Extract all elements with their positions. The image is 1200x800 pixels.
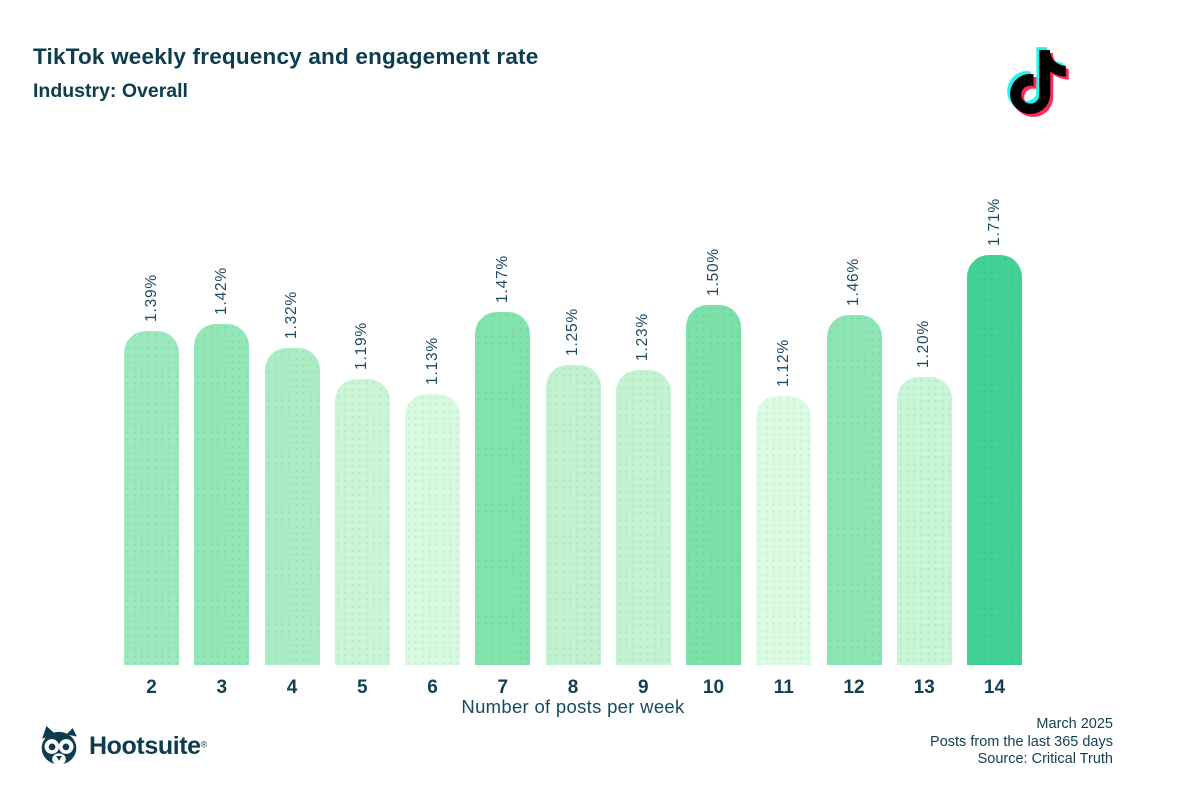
bar <box>405 394 460 665</box>
bar-value-label: 1.13% <box>423 337 441 385</box>
bar <box>826 315 882 665</box>
x-tick-label: 11 <box>773 677 794 698</box>
bar-column: 1.32% 4 <box>264 193 320 698</box>
bar <box>334 379 390 665</box>
bar <box>475 312 531 665</box>
hootsuite-logo: Hootsuite® <box>38 726 207 766</box>
bar-value-label: 1.71% <box>985 198 1003 246</box>
source-note: March 2025 Posts from the last 365 days … <box>930 716 1113 769</box>
bar <box>545 365 601 665</box>
bar-column: 1.47% 7 <box>475 193 531 698</box>
bar <box>615 370 671 665</box>
bar-column: 1.13% 6 <box>405 193 460 698</box>
x-tick-label: 10 <box>702 677 725 698</box>
x-tick-label: 12 <box>843 677 865 698</box>
x-tick-label: 14 <box>983 677 1006 698</box>
hootsuite-wordmark: Hootsuite® <box>89 731 208 760</box>
bar-value-label: 1.47% <box>493 255 511 303</box>
bar-value-label: 1.46% <box>845 258 862 306</box>
bar <box>896 377 952 665</box>
page-title: TikTok weekly frequency and engagement r… <box>33 44 539 69</box>
bar-value-label: 1.12% <box>774 339 792 387</box>
bar-value-label: 1.25% <box>564 308 581 356</box>
x-tick-label: 13 <box>913 677 935 698</box>
tiktok-logo-icon <box>998 40 1078 124</box>
bar-value-label: 1.32% <box>283 291 300 339</box>
bar <box>686 305 741 665</box>
source-line-source: Source: Critical Truth <box>977 751 1113 767</box>
bar-column: 1.50% 10 <box>686 193 741 698</box>
bar <box>264 348 320 665</box>
x-tick-label: 3 <box>216 677 228 698</box>
bar-column: 1.19% 5 <box>334 193 390 698</box>
x-tick-label: 8 <box>567 677 579 698</box>
x-tick-label: 5 <box>356 677 368 698</box>
bar-value-label: 1.39% <box>142 274 160 322</box>
hootsuite-owl-icon <box>41 726 77 765</box>
x-tick-label: 9 <box>637 677 649 698</box>
bar <box>756 396 812 665</box>
source-line-date: March 2025 <box>1036 716 1113 732</box>
bar-column: 1.42% 3 <box>194 193 250 698</box>
source-line-range: Posts from the last 365 days <box>930 733 1113 750</box>
bar-column: 1.12% 11 <box>756 193 812 698</box>
bar-value-label: 1.42% <box>212 267 230 315</box>
bar-column: 1.23% 9 <box>615 193 671 698</box>
bar-column: 1.39% 2 <box>124 193 179 698</box>
x-tick-label: 2 <box>146 677 157 698</box>
bar-value-label: 1.19% <box>353 322 371 370</box>
x-tick-label: 6 <box>427 677 438 698</box>
bar-value-label: 1.23% <box>634 313 652 361</box>
tiktok-note-icon <box>1007 47 1069 117</box>
bar <box>967 255 1022 665</box>
bar-value-label: 1.20% <box>915 320 933 368</box>
bar-column: 1.20% 13 <box>896 193 952 698</box>
x-tick-label: 4 <box>286 677 298 698</box>
bar-column: 1.46% 12 <box>826 193 882 698</box>
bar-column: 1.71% 14 <box>967 193 1022 698</box>
bar-column: 1.25% 8 <box>545 193 601 698</box>
bar-value-label: 1.50% <box>704 248 722 296</box>
x-axis-title: Number of posts per week <box>461 696 685 717</box>
bar-chart: 1.39% 2 1.42% 3 1.32% 4 1.19% 5 1.13% 6 1.47% 7 1.25… <box>124 193 1022 698</box>
bar <box>124 331 179 665</box>
page-subtitle: Industry: Overall <box>33 80 188 102</box>
header: TikTok weekly frequency and engagement r… <box>33 44 538 103</box>
bar <box>194 324 250 665</box>
x-tick-label: 7 <box>497 677 509 698</box>
